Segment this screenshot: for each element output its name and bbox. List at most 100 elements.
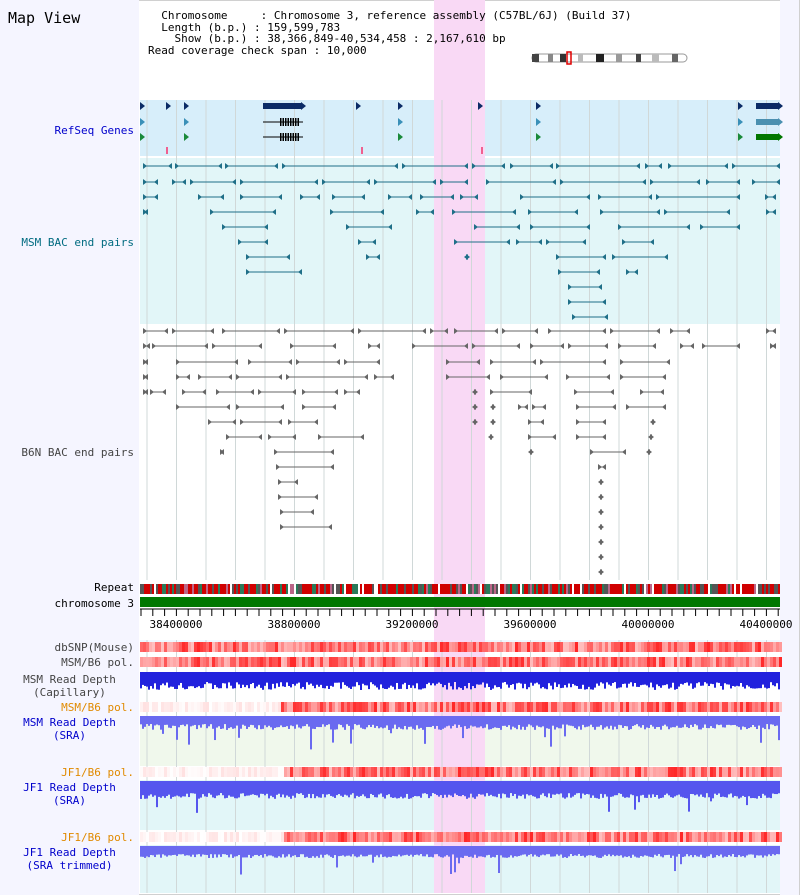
polymorphism-cell: [731, 767, 734, 777]
track-label-msm-b6-pol-2[interactable]: MSM/B6 pol.: [61, 701, 134, 714]
read-depth-bar: [654, 716, 656, 729]
track-label-jf1-b6-pol-1[interactable]: JF1/B6 pol.: [61, 766, 134, 779]
read-depth-bar: [636, 716, 638, 725]
read-depth-bar: [404, 716, 406, 726]
read-depth-bar: [736, 781, 738, 797]
axis-tick-label: 39600000: [503, 618, 557, 631]
polymorphism-cell: [215, 657, 218, 667]
polymorphism-cell: [755, 832, 758, 842]
track-label-line: JF1 Read Depth: [23, 781, 116, 794]
polymorphism-cell: [494, 642, 497, 652]
polymorphism-cell: [461, 657, 464, 667]
polymorphism-cell: [179, 832, 182, 842]
read-depth-bar: [170, 846, 172, 856]
polymorphism-cell: [422, 702, 425, 712]
read-depth-bar: [296, 672, 298, 684]
read-depth-bar: [214, 781, 216, 799]
polymorphism-cell: [701, 642, 704, 652]
polymorphism-cell: [356, 832, 359, 842]
polymorphism-cell: [776, 702, 779, 712]
read-depth-bar: [500, 672, 502, 689]
polymorphism-cell: [536, 657, 539, 667]
bac-end-marker: [210, 328, 214, 334]
track-label-b6n-bac[interactable]: B6N BAC end pairs: [21, 446, 134, 459]
read-depth-bar: [654, 781, 656, 798]
track-label-msm-b6-pol-1[interactable]: MSM/B6 pol.: [61, 656, 134, 669]
read-depth-bar: [464, 781, 466, 797]
repeat-segment: [188, 584, 190, 594]
track-label-msm-bac[interactable]: MSM BAC end pairs: [21, 236, 134, 249]
polymorphism-cell: [593, 642, 596, 652]
polymorphism-cell: [479, 642, 482, 652]
track-label-msm-read-depth-cap[interactable]: MSM Read Depth (Capillary): [0, 673, 139, 699]
read-depth-bar: [732, 781, 734, 798]
read-depth-bar: [598, 846, 600, 858]
polymorphism-cell: [485, 642, 488, 652]
refseq-gene-arrow: [738, 102, 743, 110]
polymorphism-cell: [359, 832, 362, 842]
polymorphism-cell: [734, 702, 737, 712]
read-depth-bar: [504, 846, 506, 858]
polymorphism-cell: [761, 832, 764, 842]
read-depth-bar: [512, 781, 514, 796]
polymorphism-cell: [371, 702, 374, 712]
read-depth-bar: [172, 716, 174, 726]
read-depth-bar: [578, 716, 580, 727]
read-depth-bar: [226, 781, 228, 798]
polymorphism-cell: [191, 657, 194, 667]
polymorphism-cell: [572, 832, 575, 842]
read-depth-bar: [212, 846, 214, 858]
read-depth-bar: [432, 846, 434, 858]
polymorphism-cell: [515, 832, 518, 842]
read-depth-bar: [182, 781, 184, 797]
read-depth-bar: [758, 716, 760, 726]
polymorphism-cell: [503, 702, 506, 712]
repeat-segment: [228, 584, 230, 594]
repeat-segment: [542, 584, 544, 594]
track-label-jf1-read-depth-trim[interactable]: JF1 Read Depth (SRA trimmed): [0, 846, 139, 872]
read-depth-bar: [202, 846, 204, 855]
bac-end-marker: [642, 179, 646, 185]
track-label-chromosome[interactable]: chromosome 3: [54, 597, 134, 610]
read-depth-bar: [352, 716, 354, 730]
repeat-segment: [514, 584, 516, 594]
polymorphism-cell: [191, 832, 194, 842]
read-depth-bar: [488, 781, 490, 796]
track-label-jf1-read-depth-sra[interactable]: JF1 Read Depth (SRA): [0, 781, 139, 807]
track-label-msm-read-depth-sra[interactable]: MSM Read Depth (SRA): [0, 716, 139, 742]
read-depth-bar: [712, 716, 714, 728]
polymorphism-cell: [641, 642, 644, 652]
read-depth-bar: [412, 716, 414, 729]
track-label-dbsnp[interactable]: dbSNP(Mouse): [54, 641, 134, 654]
polymorphism-cell: [749, 767, 752, 777]
read-depth-bar: [188, 716, 190, 745]
read-depth-bar: [280, 846, 282, 858]
bac-end-marker: [549, 163, 553, 169]
polymorphism-cell: [245, 657, 248, 667]
bac-end-marker: [372, 239, 376, 245]
read-depth-bar: [534, 672, 536, 684]
polymorphism-cell: [392, 657, 395, 667]
read-depth-bar: [374, 716, 376, 728]
track-label-repeat[interactable]: Repeat: [94, 581, 134, 594]
repeat-segment: [608, 584, 610, 594]
read-depth-bar: [332, 672, 334, 687]
read-depth-bar: [274, 716, 276, 728]
bac-end-marker: [144, 359, 148, 365]
polymorphism-cell: [239, 767, 242, 777]
read-depth-bar: [388, 846, 390, 857]
read-depth-bar: [746, 672, 748, 686]
polymorphism-cell: [590, 657, 593, 667]
repeat-segment: [628, 584, 630, 594]
polymorphism-cell: [155, 832, 158, 842]
read-depth-bar: [198, 672, 200, 687]
polymorphism-cell: [551, 702, 554, 712]
read-depth-bar: [778, 846, 780, 855]
bac-end-marker: [686, 224, 690, 230]
repeat-segment: [274, 584, 276, 594]
polymorphism-cell: [305, 767, 308, 777]
read-depth-bar: [548, 672, 550, 684]
track-label-jf1-b6-pol-2[interactable]: JF1/B6 pol.: [61, 831, 134, 844]
track-label-refseq[interactable]: RefSeq Genes: [54, 124, 134, 137]
